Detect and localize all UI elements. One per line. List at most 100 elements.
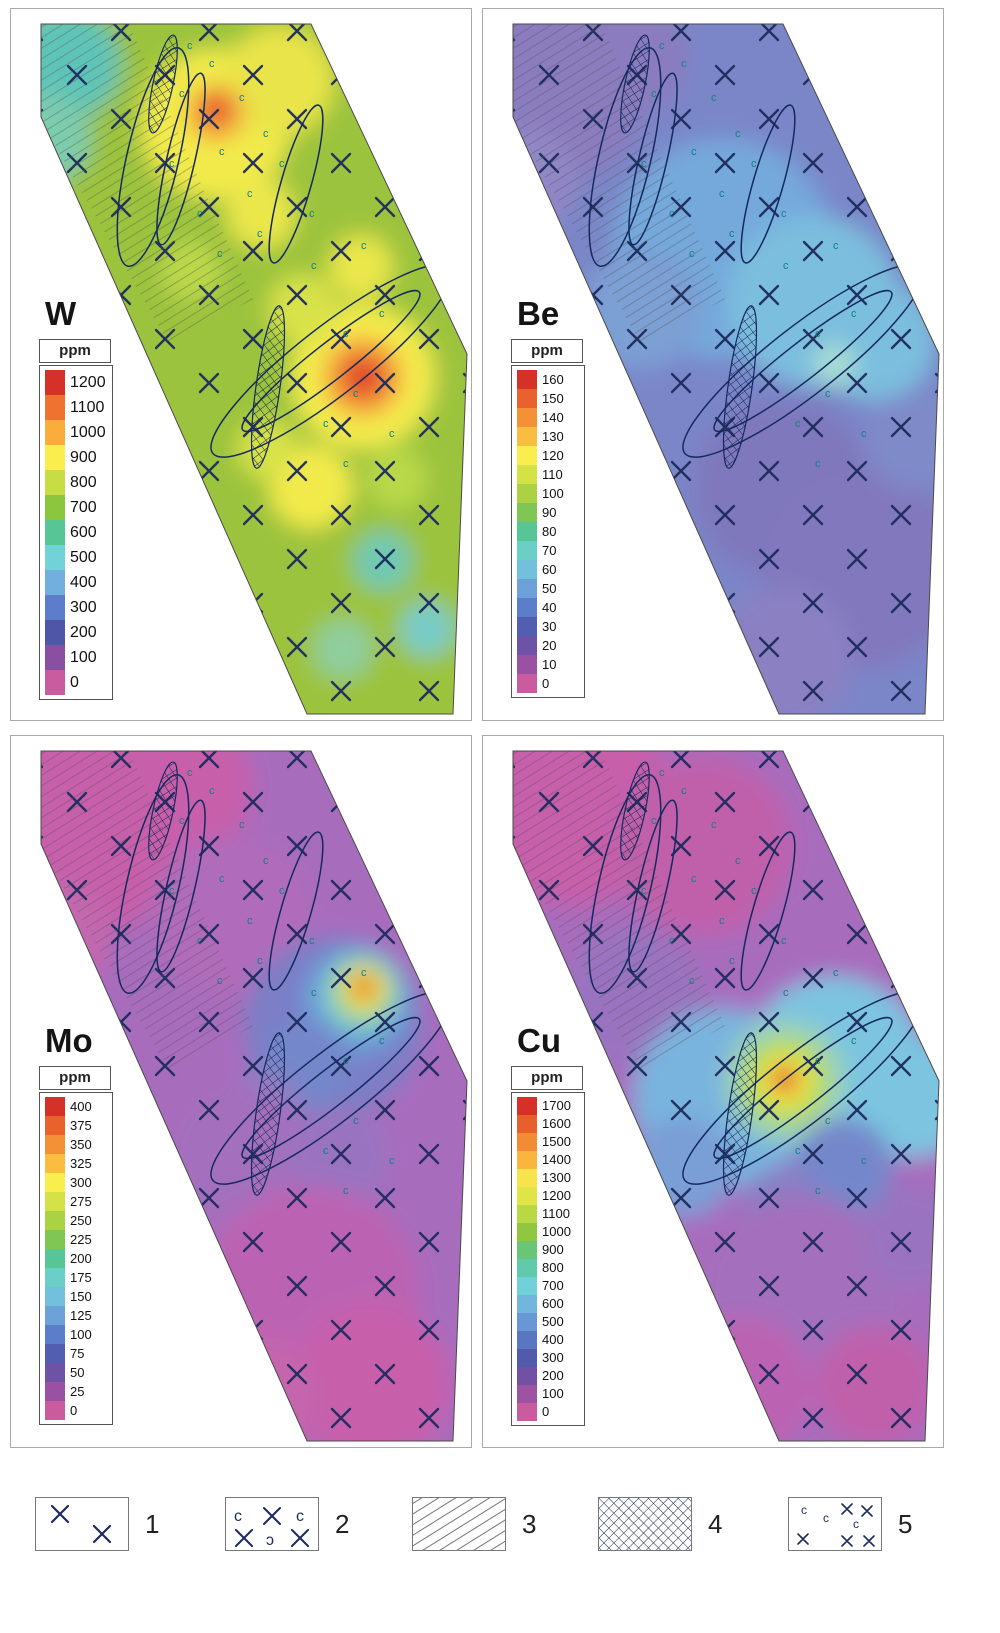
scale-tick-row: 160 xyxy=(517,370,582,389)
scale-tick-row: 1400 xyxy=(517,1151,582,1169)
scale-swatch xyxy=(45,570,65,595)
scale-swatch xyxy=(45,1325,65,1344)
scale-tick-value: 20 xyxy=(542,638,557,653)
scale-tick-value: 60 xyxy=(542,562,557,577)
scale-tick-value: 1200 xyxy=(70,374,106,391)
scale-swatch xyxy=(45,1344,65,1363)
scale-swatch xyxy=(517,560,537,579)
scale-tick-row: 1200 xyxy=(517,1187,582,1205)
scale-tick-row: 0 xyxy=(517,1403,582,1421)
scale-swatch xyxy=(517,1133,537,1151)
scale-tick-row: 1000 xyxy=(517,1223,582,1241)
scale-swatch xyxy=(45,370,65,395)
scale-tick-row: 300 xyxy=(45,1173,110,1192)
scale-tick-row: 800 xyxy=(517,1259,582,1277)
scale-tick-value: 10 xyxy=(542,657,557,672)
scale-tick-row: 400 xyxy=(45,570,110,595)
scale-tick-row: 1600 xyxy=(517,1115,582,1133)
scale-swatch xyxy=(45,1097,65,1116)
scale-swatch xyxy=(517,1259,537,1277)
scale-swatch xyxy=(517,541,537,560)
scale-tick-row: 0 xyxy=(45,670,110,695)
scale-swatch xyxy=(45,1154,65,1173)
scale-swatch xyxy=(45,670,65,695)
scale-tick-row: 70 xyxy=(517,541,582,560)
scale-swatch xyxy=(517,427,537,446)
scale-tick-value: 25 xyxy=(70,1384,85,1399)
scale-swatch xyxy=(517,1349,537,1367)
scale-swatch xyxy=(45,445,65,470)
scale-tick-value: 1300 xyxy=(542,1170,571,1185)
geochem-map-w xyxy=(40,23,468,715)
legend-number-2: 2 xyxy=(335,1508,350,1539)
scale-swatch xyxy=(45,545,65,570)
scale-swatch xyxy=(45,420,65,445)
scale-tick-row: 100 xyxy=(45,645,110,670)
scale-tick-value: 40 xyxy=(542,600,557,615)
scale-tick-row: 700 xyxy=(517,1277,582,1295)
scale-tick-value: 600 xyxy=(70,524,97,541)
scale-tick-value: 1500 xyxy=(542,1134,571,1149)
scale-tick-value: 400 xyxy=(70,1099,92,1114)
scale-swatch xyxy=(517,1313,537,1331)
scale-tick-value: 1200 xyxy=(542,1188,571,1203)
scale-swatch xyxy=(517,522,537,541)
scale-tick-value: 500 xyxy=(542,1314,564,1329)
scale-tick-row: 1700 xyxy=(517,1097,582,1115)
scale-tick-value: 30 xyxy=(542,619,557,634)
scale-swatch xyxy=(517,1277,537,1295)
scale-tick-row: 200 xyxy=(45,620,110,645)
scale-swatch xyxy=(45,1230,65,1249)
scale-tick-value: 225 xyxy=(70,1232,92,1247)
scale-tick-value: 700 xyxy=(70,499,97,516)
scale-tick-value: 150 xyxy=(542,391,564,406)
scale-swatch xyxy=(517,1241,537,1259)
scale-tick-value: 80 xyxy=(542,524,557,539)
scale-tick-row: 90 xyxy=(517,503,582,522)
svg-text:c: c xyxy=(234,1508,242,1525)
colorbar-w: 1200 1100 1000 900 800 700 600 500 400 300 200 100 0 xyxy=(39,365,113,700)
scale-tick-row: 10 xyxy=(517,655,582,674)
scale-tick-row: 1500 xyxy=(517,1133,582,1151)
scale-tick-value: 600 xyxy=(542,1296,564,1311)
scale-swatch xyxy=(45,495,65,520)
scale-tick-row: 150 xyxy=(517,389,582,408)
scale-swatch xyxy=(517,1331,537,1349)
scale-tick-value: 0 xyxy=(70,1403,78,1418)
map-panel-mo: Mo ppm 400 375 350 325 300 275 250 225 200 175 150… xyxy=(10,735,472,1448)
scale-tick-row: 20 xyxy=(517,636,582,655)
scale-swatch xyxy=(517,1115,537,1133)
scale-tick-value: 200 xyxy=(70,624,97,641)
element-label-w: W xyxy=(45,295,77,332)
scale-tick-value: 400 xyxy=(70,574,97,591)
scale-tick-value: 175 xyxy=(70,1270,92,1285)
scale-tick-value: 250 xyxy=(70,1213,92,1228)
legend-item-4: 4 xyxy=(598,1497,722,1551)
scale-tick-value: 275 xyxy=(70,1194,92,1209)
svg-text:c: c xyxy=(801,1503,807,1517)
scale-tick-row: 225 xyxy=(45,1230,110,1249)
scale-tick-row: 120 xyxy=(517,446,582,465)
scale-swatch xyxy=(517,370,537,389)
scale-swatch xyxy=(517,389,537,408)
scale-tick-value: 1000 xyxy=(70,424,106,441)
scale-tick-value: 700 xyxy=(542,1278,564,1293)
scale-swatch xyxy=(517,636,537,655)
scale-tick-value: 1000 xyxy=(542,1224,571,1239)
scale-tick-row: 30 xyxy=(517,617,582,636)
scale-tick-value: 0 xyxy=(70,674,79,691)
scale-tick-value: 300 xyxy=(70,1175,92,1190)
scale-swatch xyxy=(517,1097,537,1115)
scale-tick-row: 300 xyxy=(45,595,110,620)
scale-tick-value: 100 xyxy=(70,649,97,666)
legend-symbol-small-crosses-and-c: c c c xyxy=(788,1497,882,1551)
scale-tick-value: 90 xyxy=(542,505,557,520)
scale-tick-row: 900 xyxy=(517,1241,582,1259)
scale-tick-row: 125 xyxy=(45,1306,110,1325)
scale-swatch xyxy=(45,1268,65,1287)
legend-number-1: 1 xyxy=(145,1508,160,1539)
scale-tick-row: 800 xyxy=(45,470,110,495)
scale-tick-value: 150 xyxy=(70,1289,92,1304)
scale-swatch xyxy=(517,1223,537,1241)
map-panel-w: W ppm 1200 1100 1000 900 800 700 600 500 400 300 2… xyxy=(10,8,472,721)
